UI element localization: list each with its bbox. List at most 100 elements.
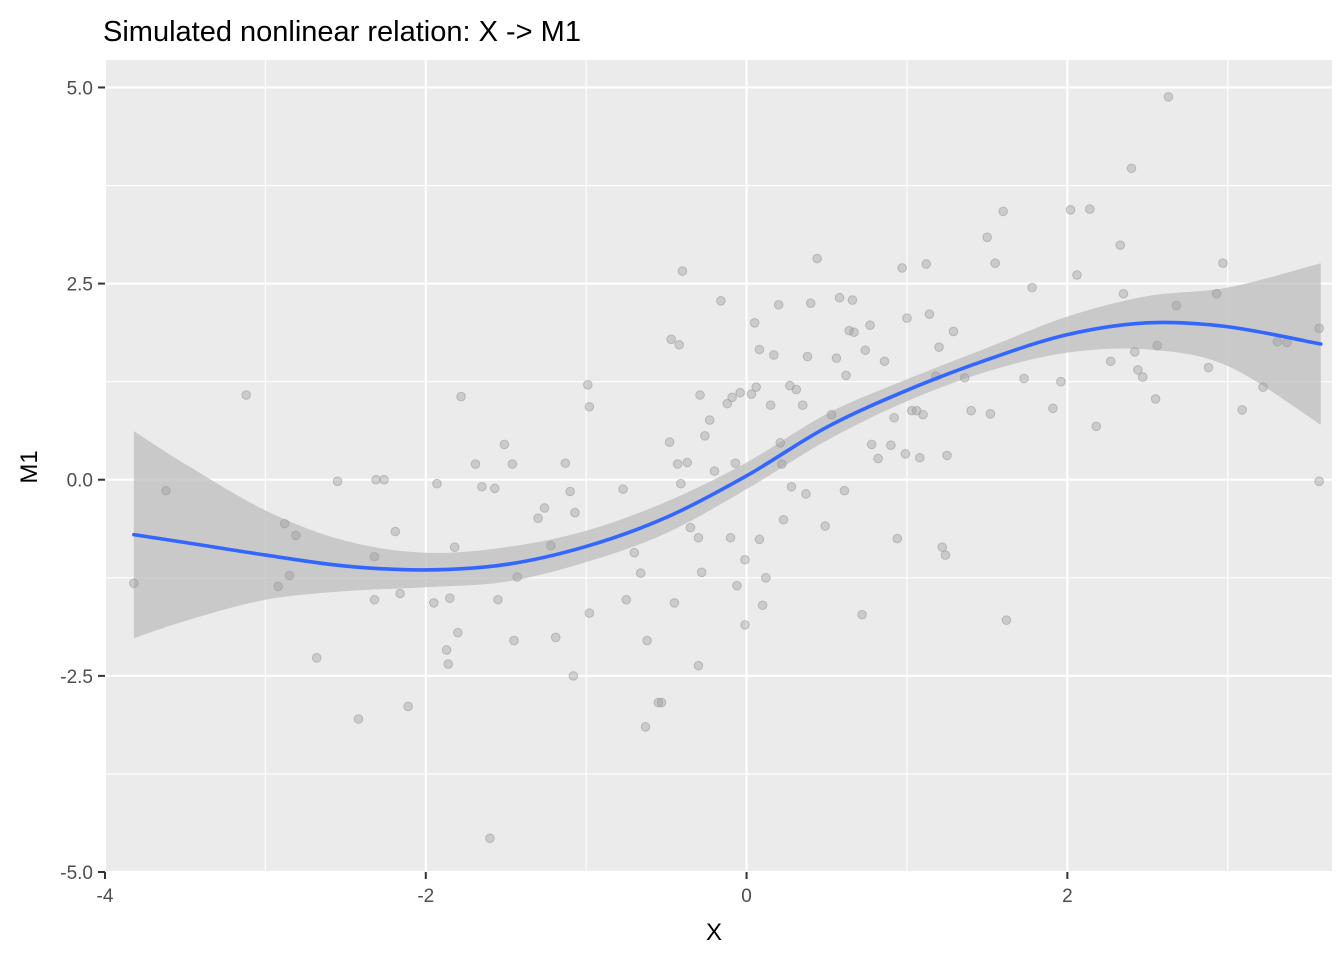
data-point — [1105, 356, 1116, 367]
data-point — [797, 400, 808, 410]
data-point — [560, 458, 571, 469]
data-point — [998, 206, 1008, 217]
data-point — [565, 486, 575, 497]
data-point — [892, 533, 903, 544]
data-point — [1091, 421, 1102, 432]
data-point — [640, 722, 651, 732]
data-point — [1001, 615, 1012, 625]
data-point — [441, 645, 452, 655]
data-point — [746, 389, 757, 400]
data-point — [1218, 258, 1228, 268]
data-point — [539, 503, 550, 513]
data-point — [1152, 340, 1162, 351]
data-point — [584, 608, 595, 618]
data-point — [443, 659, 454, 669]
data-point — [284, 570, 295, 581]
data-point — [477, 481, 487, 492]
data-point — [1129, 347, 1140, 357]
data-point — [584, 401, 595, 412]
data-point — [802, 351, 813, 362]
confidence-band-layer — [133, 263, 1321, 639]
data-point — [489, 483, 500, 494]
data-point — [749, 318, 760, 328]
data-point — [512, 572, 523, 582]
data-point — [725, 532, 736, 543]
data-point — [674, 339, 685, 350]
data-point — [666, 334, 676, 345]
smooth-curve — [132, 320, 1323, 572]
data-point — [1150, 394, 1161, 404]
smooth-curve-layer — [132, 320, 1323, 572]
data-points — [129, 92, 1324, 844]
data-point — [722, 398, 733, 409]
data-point — [546, 540, 556, 551]
x-tick-label: -4 — [97, 886, 114, 907]
data-point — [775, 438, 786, 448]
data-point — [900, 449, 911, 459]
data-point — [754, 344, 765, 355]
data-point — [857, 609, 867, 620]
data-point — [273, 581, 284, 592]
data-point — [942, 450, 952, 461]
x-axis-title: X — [706, 919, 722, 946]
data-point — [676, 478, 686, 489]
y-axis-tick-labels: -5.0 -2.5 0.0 2.5 5.0 — [60, 78, 93, 884]
data-point — [618, 484, 628, 494]
y-tick-label: -2.5 — [60, 667, 93, 688]
data-point — [982, 232, 992, 243]
data-point — [1171, 300, 1182, 311]
data-point — [985, 409, 996, 419]
data-point — [279, 518, 290, 529]
data-point — [730, 458, 741, 469]
data-point — [1118, 288, 1129, 299]
data-point — [940, 550, 951, 560]
data-point — [449, 542, 460, 553]
data-point — [669, 598, 680, 608]
data-point — [369, 594, 380, 605]
data-point — [1065, 205, 1076, 215]
data-point — [765, 400, 776, 410]
data-point — [656, 697, 667, 708]
data-point — [841, 370, 851, 381]
data-point — [371, 474, 381, 485]
data-point — [1237, 405, 1247, 415]
data-point — [786, 481, 797, 492]
data-point — [1137, 372, 1148, 382]
data-point — [682, 457, 693, 468]
y-tick-label: 5.0 — [67, 78, 93, 99]
data-point — [751, 382, 761, 392]
data-point — [948, 326, 959, 337]
data-point — [499, 439, 510, 450]
data-point — [1314, 323, 1324, 334]
data-point — [754, 534, 765, 545]
data-point — [1133, 365, 1143, 375]
data-point — [1258, 382, 1268, 392]
data-point — [966, 405, 976, 416]
data-point — [834, 292, 845, 303]
y-axis-title: M1 — [16, 450, 43, 483]
confidence-band — [133, 263, 1321, 639]
data-point — [709, 466, 720, 476]
data-point — [732, 580, 742, 591]
data-point — [735, 387, 745, 398]
data-point — [740, 620, 750, 630]
x-tick-label: -2 — [417, 886, 434, 907]
data-point — [873, 453, 883, 464]
x-tick-label: 2 — [1062, 886, 1073, 907]
data-point — [445, 593, 455, 603]
data-point — [635, 568, 646, 578]
data-point — [672, 459, 683, 469]
data-point — [918, 409, 928, 420]
data-point — [1027, 282, 1037, 293]
x-axis-ticks — [104, 872, 1069, 879]
data-point — [805, 298, 816, 309]
data-point — [685, 522, 696, 533]
chart-title: Simulated nonlinear relation: X -> M1 — [103, 16, 581, 48]
data-point — [1019, 373, 1029, 384]
data-point — [865, 320, 875, 330]
data-point — [934, 342, 944, 352]
data-point — [509, 635, 519, 646]
data-point — [757, 600, 768, 611]
data-point — [1072, 270, 1082, 280]
